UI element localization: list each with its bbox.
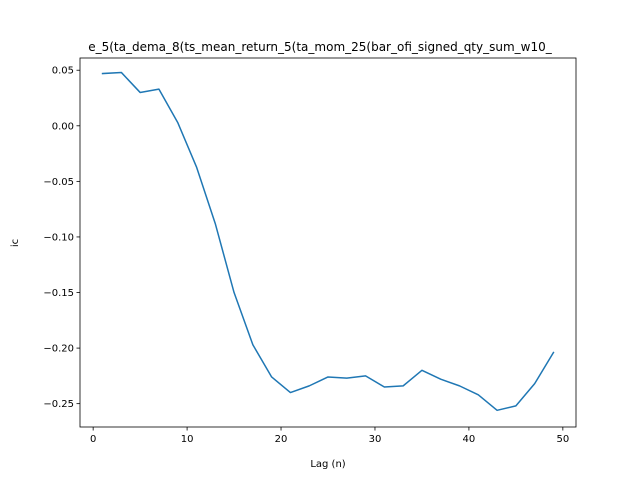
x-tick-label: 20 (275, 434, 288, 445)
x-tick-label: 10 (181, 434, 194, 445)
y-axis-label: ic (10, 239, 21, 247)
x-tick-label: 30 (369, 434, 382, 445)
series-line-0 (101, 71, 555, 412)
y-tick-label: −0.05 (43, 177, 74, 188)
y-tick-label: 0.05 (52, 66, 74, 77)
y-tick-label: −0.20 (43, 344, 74, 355)
x-tick-label: 40 (463, 434, 476, 445)
series-layer (101, 71, 555, 412)
chart-title: e_5(ta_dema_8(ts_mean_return_5(ta_mom_25… (88, 40, 553, 54)
x-tick-label: 50 (556, 434, 569, 445)
x-tick-label: 0 (90, 434, 96, 445)
y-tick-label: −0.15 (43, 288, 74, 299)
y-axis: 0.05 0.00 −0.05 −0.10 −0.15 −0.20 −0.25 (43, 66, 80, 410)
y-tick-label: −0.10 (43, 232, 74, 243)
x-axis-label: Lag (n) (310, 459, 345, 470)
y-tick-label: 0.00 (52, 121, 74, 132)
y-tick-label: −0.25 (43, 399, 74, 410)
plot-frame (79, 57, 577, 428)
x-axis: 0 10 20 30 40 50 (90, 427, 569, 445)
plot-area (79, 57, 577, 428)
